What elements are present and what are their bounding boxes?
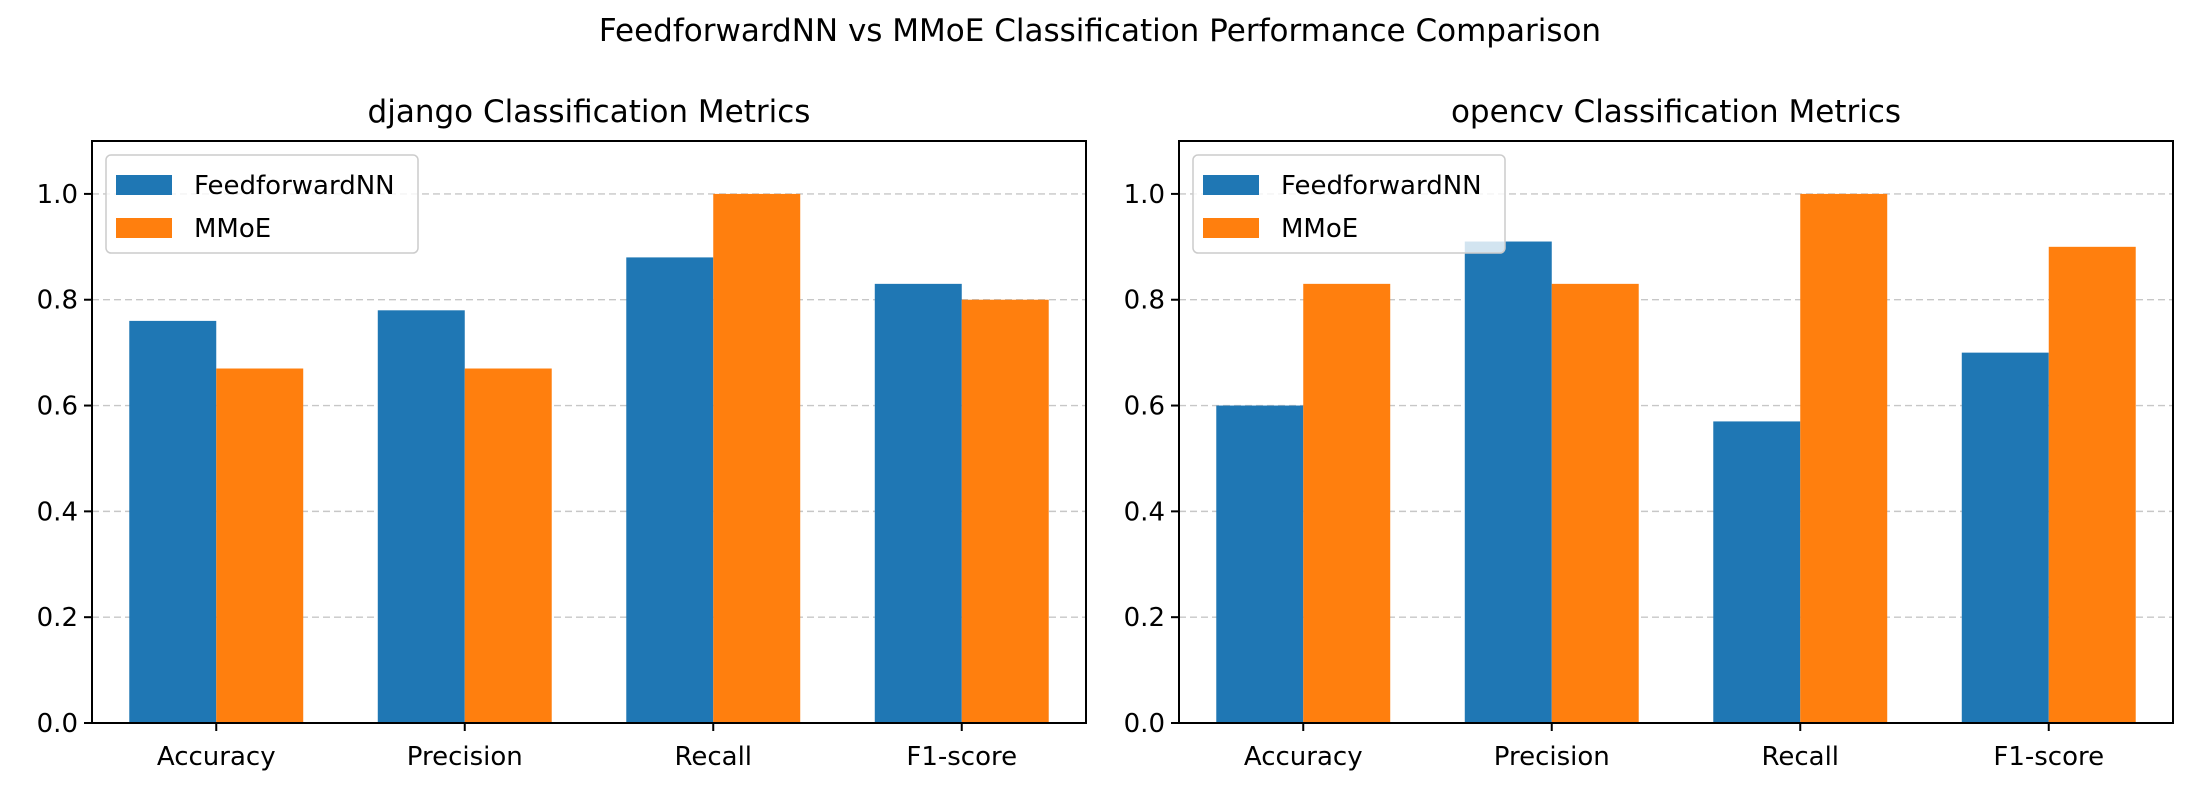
panel-opencv: 0.0 0.2 0.4 0.6 0.8 1.0 Accuracy Precision Recal…	[1124, 94, 2174, 772]
y-tick-label: 1.0	[37, 180, 78, 210]
y-tick-label: 0.8	[37, 286, 78, 316]
y-tick-label: 0.6	[1124, 392, 1165, 422]
bar-feedforwardnn-f1-score	[1961, 352, 2049, 723]
legend-label: FeedforwardNN	[1281, 171, 1482, 201]
figure-title: FeedforwardNN vs MMoE Classification Per…	[599, 13, 1601, 49]
x-tick-label: Precision	[1494, 742, 1610, 772]
legend-swatch-mmoe	[1203, 218, 1259, 238]
bar-feedforwardnn-precision	[377, 310, 465, 723]
bar-feedforwardnn-f1-score	[874, 283, 962, 723]
legend-box	[105, 154, 419, 254]
bar-feedforwardnn-recall	[626, 257, 714, 723]
legend-label: MMoE	[194, 214, 271, 244]
bar-mmoe-precision	[464, 368, 552, 723]
y-tick-label: 0.4	[1124, 497, 1165, 527]
bar-mmoe-recall	[1800, 193, 1888, 724]
bar-feedforwardnn-precision	[1464, 241, 1552, 723]
axes-frame	[91, 140, 1087, 724]
bar-feedforwardnn-accuracy	[129, 320, 217, 723]
axes-title: django Classification Metrics	[368, 94, 811, 130]
legend-label: FeedforwardNN	[194, 171, 395, 201]
x-tick-label: F1-score	[1993, 742, 2104, 772]
legend-swatch-feedforwardnn	[116, 175, 172, 195]
legend-swatch-feedforwardnn	[1203, 175, 1259, 195]
y-tick-label: 0.8	[1124, 286, 1165, 316]
x-tick-label: Precision	[407, 742, 523, 772]
legend-box	[1192, 154, 1506, 254]
y-tick-label: 0.0	[37, 709, 78, 739]
x-tick-label: Recall	[1761, 742, 1839, 772]
y-tick-label: 1.0	[1124, 180, 1165, 210]
x-tick-label: F1-score	[906, 742, 1017, 772]
y-tick-label: 0.2	[1124, 603, 1165, 633]
y-tick-label: 0.0	[1124, 709, 1165, 739]
y-tick-label: 0.4	[37, 497, 78, 527]
bar-mmoe-accuracy	[216, 368, 304, 723]
y-tick-label: 0.6	[37, 392, 78, 422]
legend-label: MMoE	[1281, 214, 1358, 244]
axes-frame	[1178, 140, 2174, 724]
bar-mmoe-f1-score	[961, 299, 1049, 723]
bar-mmoe-precision	[1551, 283, 1639, 723]
legend-swatch-mmoe	[116, 218, 172, 238]
bar-mmoe-accuracy	[1303, 283, 1391, 723]
bar-feedforwardnn-recall	[1713, 421, 1801, 723]
x-tick-label: Recall	[674, 742, 752, 772]
y-tick-label: 0.2	[37, 603, 78, 633]
bar-mmoe-f1-score	[2048, 246, 2136, 723]
panel-django: 0.0 0.2 0.4 0.6 0.8 1.0 Accuracy Precision Recal…	[37, 94, 1087, 772]
x-tick-label: Accuracy	[1244, 742, 1363, 772]
bar-mmoe-recall	[713, 193, 801, 724]
x-tick-label: Accuracy	[157, 742, 276, 772]
bar-feedforwardnn-accuracy	[1216, 405, 1304, 723]
axes-title: opencv Classification Metrics	[1451, 94, 1901, 130]
